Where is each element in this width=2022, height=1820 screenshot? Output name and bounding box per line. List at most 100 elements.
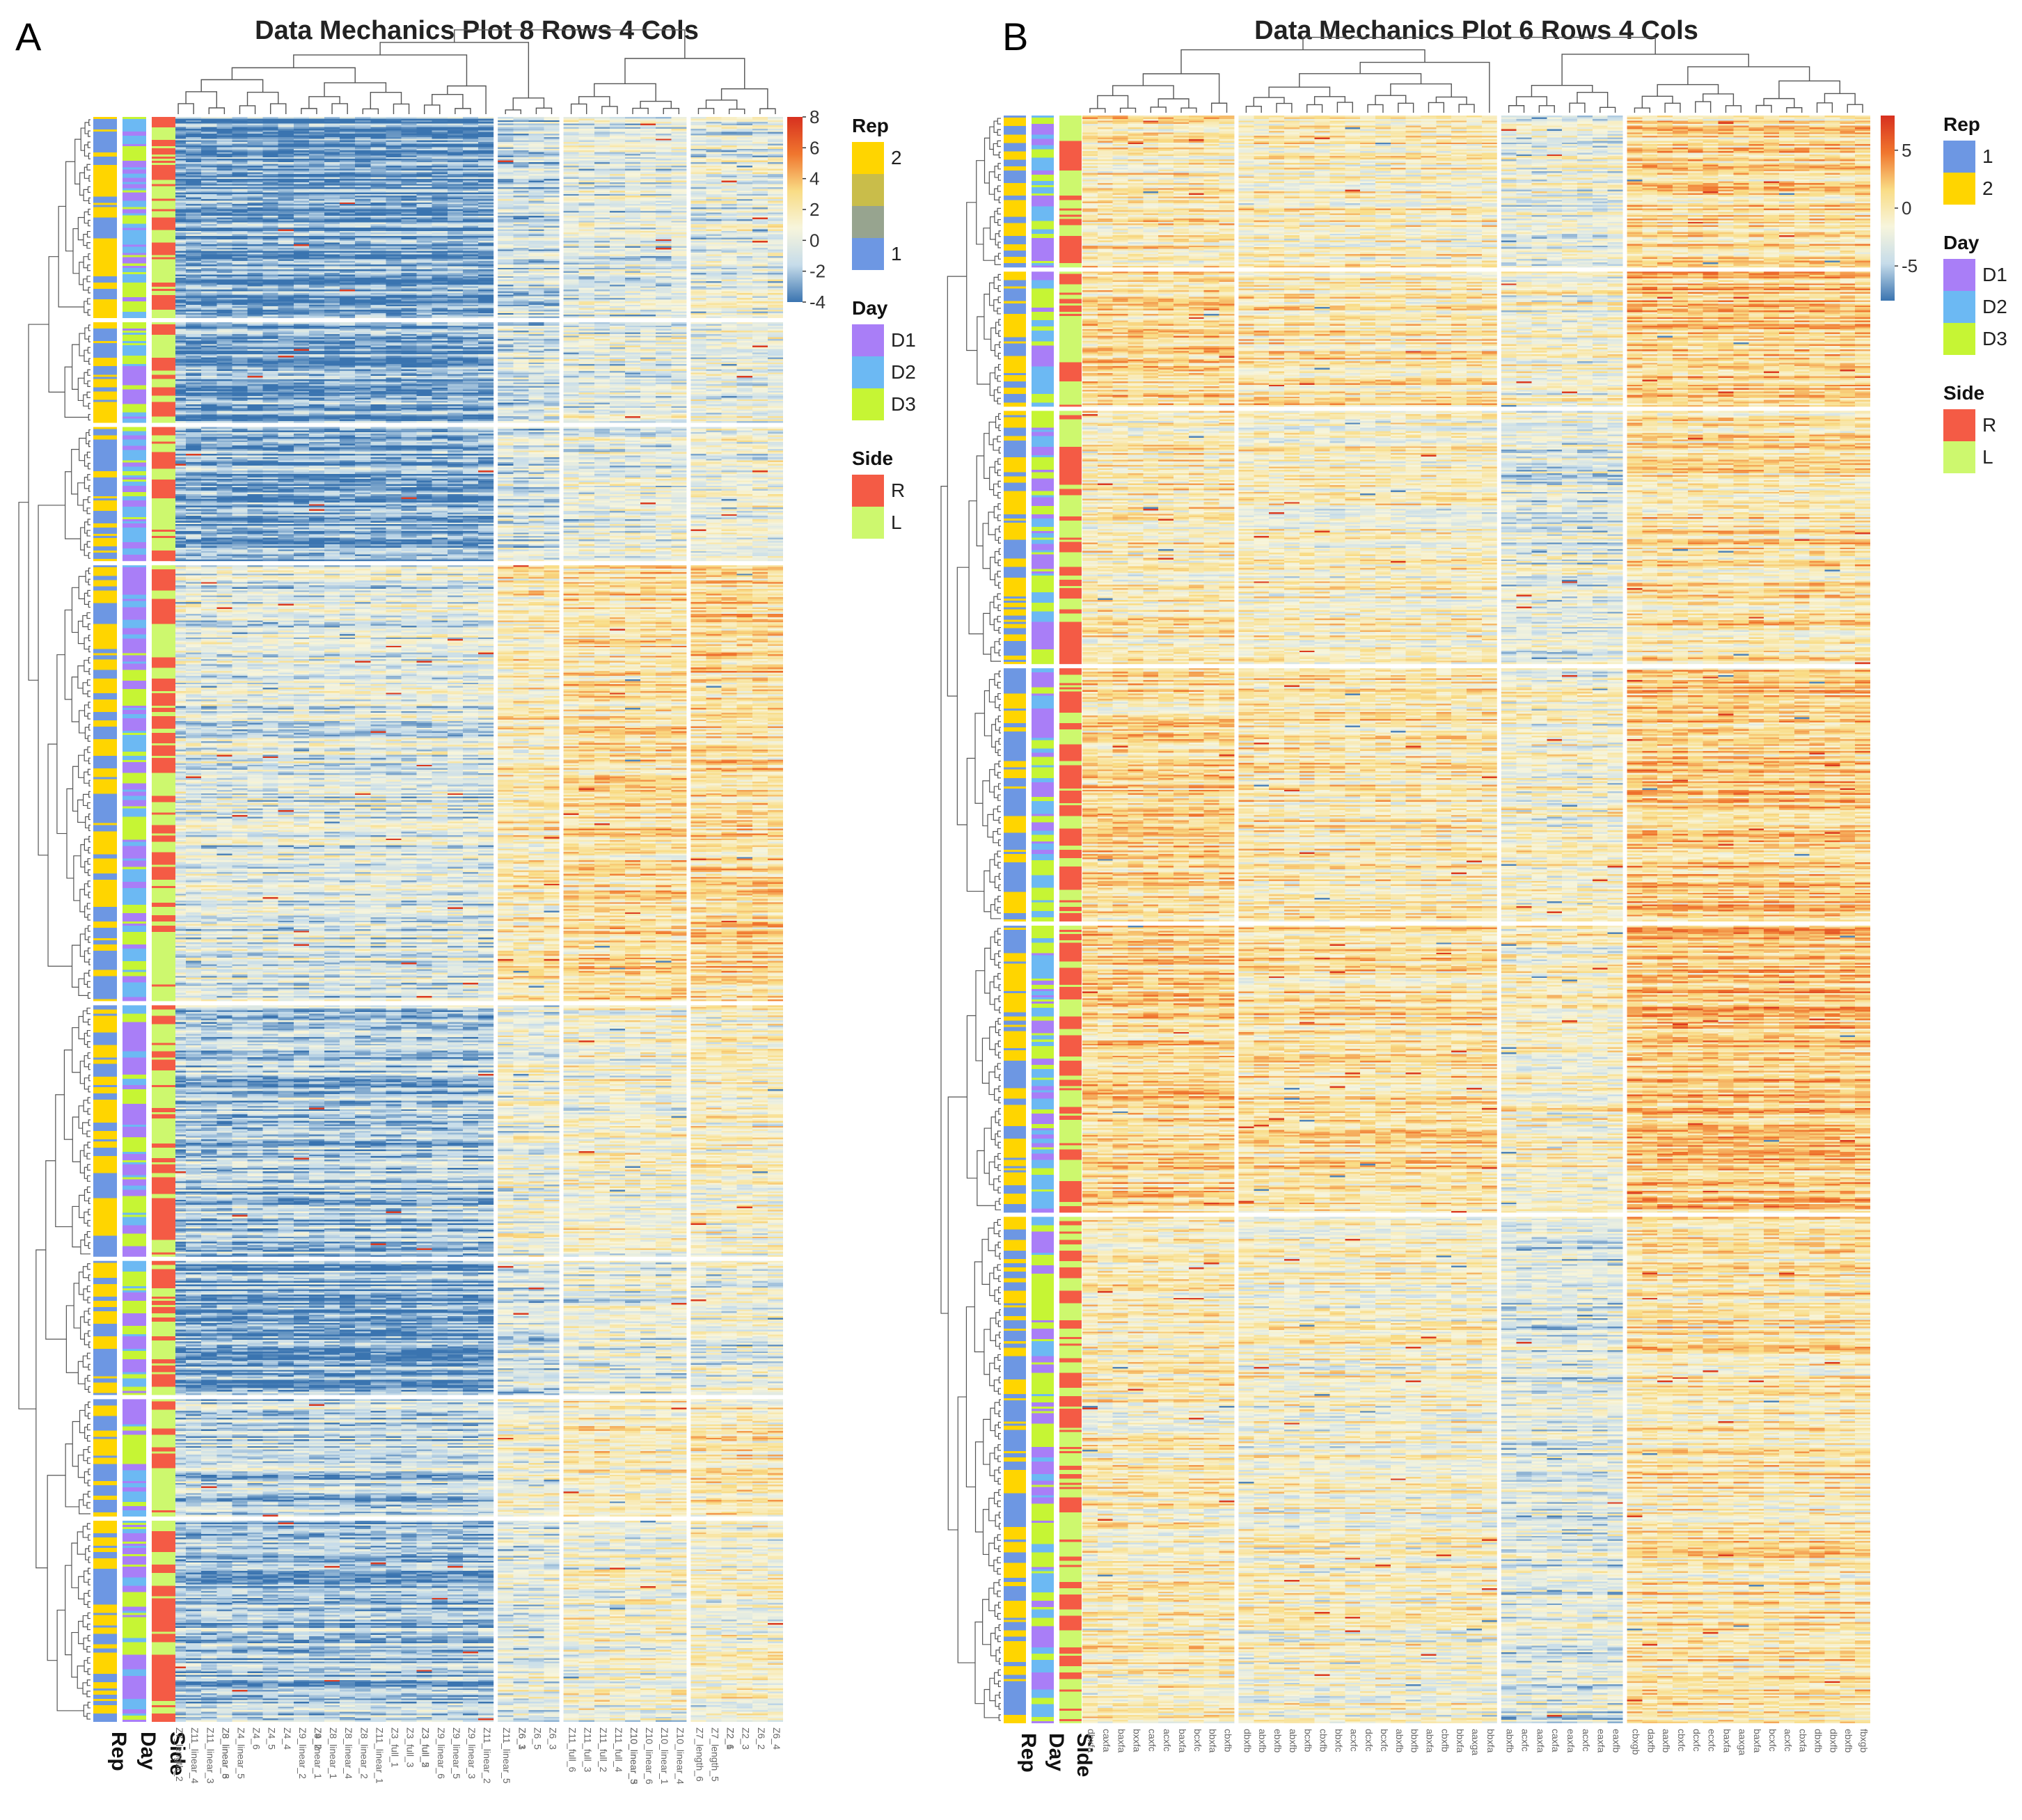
dendrogram-branch <box>86 1186 90 1193</box>
dendrogram-branch <box>974 1441 984 1533</box>
colorbar-tick-label: 6 <box>809 137 819 158</box>
dendrogram-branch <box>940 486 949 1314</box>
dendrogram-branch <box>88 219 90 227</box>
heatmap-body <box>1082 116 1870 1723</box>
dendrogram-branch <box>83 1100 88 1112</box>
dendrogram-branch <box>1245 105 1262 113</box>
dendrogram-branch <box>990 1407 995 1432</box>
dendrogram-branch <box>974 1261 984 1352</box>
dendrogram-branch <box>995 233 1000 246</box>
heatmap-block <box>498 1260 560 1395</box>
dendrogram-branch <box>997 514 1001 521</box>
dendrogram-branch <box>65 1305 79 1373</box>
dendrogram-branch <box>82 1266 89 1279</box>
dendrogram-branch <box>79 1194 85 1219</box>
dendrogram-branch <box>71 676 79 722</box>
dendrogram-branch <box>999 1647 1001 1654</box>
dendrogram-branch <box>79 710 86 734</box>
dendrogram-branch <box>87 880 90 887</box>
dendrogram-branch <box>87 914 90 921</box>
column-label: Z4_2 <box>313 1727 324 1750</box>
dendrogram-branch <box>1158 98 1190 109</box>
dendrogram-branch <box>993 389 998 402</box>
dendrogram-branch <box>578 96 610 106</box>
dendrogram-branch <box>88 813 90 821</box>
side-annotation-bar <box>1059 926 1082 1213</box>
dendrogram-branch <box>984 1329 990 1375</box>
dendrogram-branch <box>454 29 686 58</box>
column-label: bcxfc <box>1379 1729 1390 1752</box>
dendrogram-branch <box>998 1579 1001 1586</box>
column-label: Z2_3 <box>741 1727 752 1750</box>
dendrogram-branch <box>87 1491 90 1498</box>
dendrogram-branch <box>997 285 1001 292</box>
dendrogram-branch <box>1531 84 1593 97</box>
dendrogram-branch <box>423 104 441 114</box>
column-label: Z11_full_3 <box>583 1727 594 1773</box>
dendrogram-branch <box>87 679 90 686</box>
dendrogram-branch <box>1398 102 1414 113</box>
column-label: Z11_linear_2 <box>482 1727 493 1784</box>
dendrogram-branch <box>998 413 1001 420</box>
dendrogram-branch <box>73 1283 81 1329</box>
rep-annotation-bar <box>93 1005 117 1257</box>
dendrogram-branch <box>82 793 89 807</box>
heatmap-block <box>171 1520 494 1722</box>
dendrogram-branch <box>999 1343 1001 1350</box>
heatmap-body <box>171 117 783 1722</box>
dendrogram-branch <box>86 1646 90 1653</box>
dendrogram-branch <box>88 1330 90 1337</box>
dendrogram-branch <box>79 889 85 912</box>
legend-swatch <box>852 356 884 388</box>
heatmap-block <box>1501 1217 1623 1723</box>
dendrogram-branch <box>88 485 90 492</box>
dendrogram-branch <box>997 1478 1001 1485</box>
dendrogram-branch <box>989 1272 995 1297</box>
chart-title: Data Mechanics Plot 6 Rows 4 Cols <box>1254 16 1698 45</box>
dendrogram-branch <box>1569 102 1586 113</box>
dendrogram-branch <box>88 623 90 631</box>
dendrogram-branch <box>79 1061 85 1084</box>
dendrogram-branch <box>84 122 89 134</box>
heatmap-block <box>1082 116 1235 268</box>
dendrogram-branch <box>87 380 90 387</box>
dendrogram-branch <box>84 704 89 717</box>
dendrogram-branch <box>79 437 86 461</box>
dendrogram-branch <box>64 366 89 418</box>
dendrogram-branch <box>88 578 90 585</box>
dendrogram-branch <box>66 788 74 879</box>
dendrogram-branch <box>87 735 90 742</box>
dendrogram-branch <box>88 869 90 876</box>
dendrogram-branch <box>78 1620 84 1645</box>
rep-annotation-bar <box>1004 926 1026 1213</box>
dendrogram-branch <box>993 1582 1000 1595</box>
dendrogram-branch <box>997 1164 1001 1171</box>
colorbar-gradient <box>787 117 803 302</box>
column-label: Z7_length_5 <box>710 1727 721 1782</box>
column-labels: dbxfa caxfa baxfa bxxfa caxfc acxfc baxfa bcxfc… <box>1086 1729 1870 1755</box>
dendrogram-branch <box>80 844 85 868</box>
dendrogram-branch <box>88 1075 90 1082</box>
dendrogram-branch <box>977 1150 996 1206</box>
dendrogram-branch <box>594 83 656 102</box>
dendrogram-branch <box>1634 107 1650 113</box>
dendrogram-branch <box>78 978 88 996</box>
dendrogram-branch <box>84 327 89 340</box>
dendrogram-branch <box>997 1187 1001 1194</box>
dendrogram-branch <box>999 1399 1001 1406</box>
dendrogram-branch <box>998 1703 1001 1710</box>
dendrogram-branch <box>997 862 1001 869</box>
dendrogram-branch <box>987 814 994 838</box>
dendrogram-branch <box>997 907 1001 914</box>
rep-annotation-bar <box>93 1520 117 1722</box>
side-annotation-bar <box>152 322 175 423</box>
column-label: Z4_5 <box>267 1727 278 1750</box>
dendrogram-branch <box>994 1088 999 1101</box>
dendrogram-branch <box>432 94 464 109</box>
dendrogram-branch <box>72 766 79 812</box>
dendrogram-branch <box>87 690 90 697</box>
heatmap-block <box>563 322 687 423</box>
dendrogram-branch <box>998 1601 1001 1608</box>
dendrogram-branch <box>624 58 745 89</box>
